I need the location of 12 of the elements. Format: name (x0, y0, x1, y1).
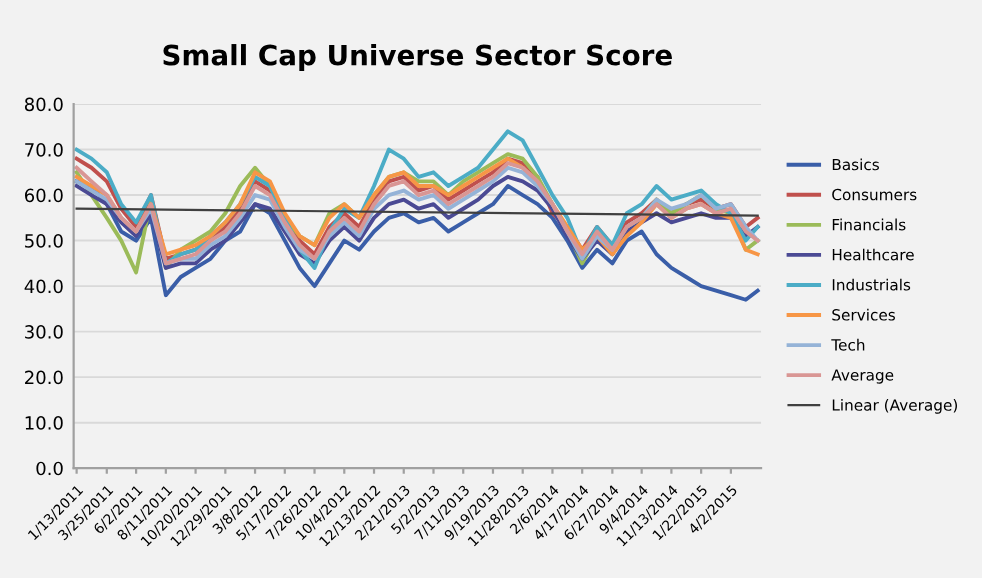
line-series (74, 179, 760, 302)
y-tick-label: 50.0 (25, 234, 63, 248)
line-series (74, 129, 760, 270)
chart-title: Small Cap Universe Sector Score (163, 44, 672, 71)
y-tick-label: 0.0 (36, 461, 63, 476)
y-tick-label: 80.0 (24, 97, 63, 112)
y-tick-label: 30.0 (25, 325, 63, 339)
y-tick-label: 60.0 (24, 188, 63, 203)
y-tick-label: 20.0 (25, 370, 63, 385)
y-tick-label: 40.0 (24, 279, 63, 294)
y-tick-label: 10.0 (25, 416, 63, 430)
y-tick-label: 70.0 (25, 143, 63, 157)
